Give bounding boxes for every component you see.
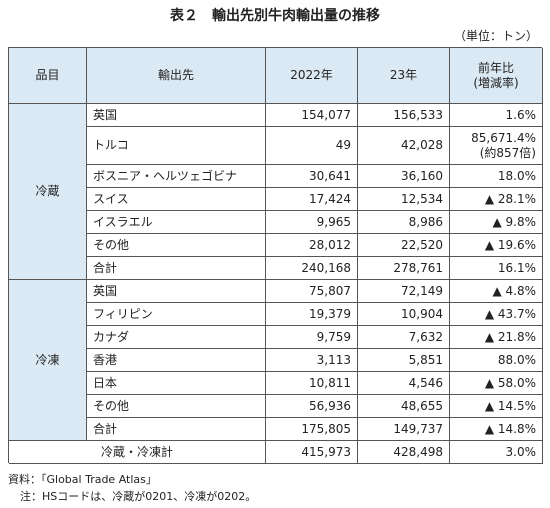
unit: （単位：トン）	[453, 29, 538, 43]
change: 3.0%	[450, 441, 543, 464]
value-2023: 4,546	[358, 372, 450, 395]
value-2023: 8,986	[358, 211, 450, 234]
value-2022: 9,965	[266, 211, 358, 234]
change: ▲ 58.0%	[450, 372, 543, 395]
title: 表２ 輸出先別牛肉輸出量の推移	[170, 8, 380, 24]
header-cell: 23年	[358, 48, 450, 104]
destination: スイス	[87, 188, 266, 211]
value-2022: 175,805	[266, 418, 358, 441]
change: 18.0%	[450, 165, 543, 188]
value-2022: 17,424	[266, 188, 358, 211]
value-2022: 19,379	[266, 303, 358, 326]
change: 85,671.4% (約857倍)	[450, 127, 543, 165]
destination: ボスニア・ヘルツェゴビナ	[87, 165, 266, 188]
change: ▲ 21.8%	[450, 326, 543, 349]
change: ▲ 14.8%	[450, 418, 543, 441]
value-2023: 278,761	[358, 257, 450, 280]
header-cell: 品目	[9, 48, 87, 104]
destination: 香港	[87, 349, 266, 372]
header-cell: 2022年	[266, 48, 358, 104]
grand-total-label: 冷蔵・冷凍計	[9, 441, 266, 464]
change: ▲ 14.5%	[450, 395, 543, 418]
value-2022: 240,168	[266, 257, 358, 280]
destination: フィリピン	[87, 303, 266, 326]
table: 品目 輸出先 2022年 23年 前年比 (増減率) 英国 154,077 156,533 1.…	[8, 47, 543, 464]
destination: トルコ	[87, 127, 266, 165]
destination: 英国	[87, 104, 266, 127]
header-cell: 輸出先	[87, 48, 266, 104]
value-2022: 3,113	[266, 349, 358, 372]
change: ▲ 19.6%	[450, 234, 543, 257]
change: 88.0%	[450, 349, 543, 372]
value-2022: 28,012	[266, 234, 358, 257]
value-2022: 30,641	[266, 165, 358, 188]
value-2022: 9,759	[266, 326, 358, 349]
category-cell: 冷凍	[9, 280, 87, 441]
destination: 合計	[87, 257, 266, 280]
value-2023: 42,028	[358, 127, 450, 165]
destination: その他	[87, 234, 266, 257]
value-2023: 10,904	[358, 303, 450, 326]
value-2022: 49	[266, 127, 358, 165]
category-cell: 冷蔵	[9, 104, 87, 280]
value-2023: 72,149	[358, 280, 450, 303]
value-2022: 75,807	[266, 280, 358, 303]
value-2023: 5,851	[358, 349, 450, 372]
value-2022: 154,077	[266, 104, 358, 127]
destination: カナダ	[87, 326, 266, 349]
value-2023: 156,533	[358, 104, 450, 127]
note-hs: 注：HSコードは、冷蔵が0201、冷凍が0202。	[20, 490, 257, 503]
destination: 英国	[87, 280, 266, 303]
note-source: 資料：「Global Trade Atlas」	[8, 473, 157, 486]
change: ▲ 4.8%	[450, 280, 543, 303]
value-2022: 10,811	[266, 372, 358, 395]
destination: 日本	[87, 372, 266, 395]
change: ▲ 9.8%	[450, 211, 543, 234]
value-2022: 56,936	[266, 395, 358, 418]
change: 1.6%	[450, 104, 543, 127]
value-2023: 12,534	[358, 188, 450, 211]
header-cell: 前年比 (増減率)	[450, 48, 543, 104]
destination: 合計	[87, 418, 266, 441]
value-2023: 22,520	[358, 234, 450, 257]
change: ▲ 43.7%	[450, 303, 543, 326]
value-2023: 7,632	[358, 326, 450, 349]
value-2023: 36,160	[358, 165, 450, 188]
value-2023: 149,737	[358, 418, 450, 441]
value-2022: 415,973	[266, 441, 358, 464]
destination: その他	[87, 395, 266, 418]
value-2023: 428,498	[358, 441, 450, 464]
destination: イスラエル	[87, 211, 266, 234]
change: ▲ 28.1%	[450, 188, 543, 211]
value-2023: 48,655	[358, 395, 450, 418]
change: 16.1%	[450, 257, 543, 280]
